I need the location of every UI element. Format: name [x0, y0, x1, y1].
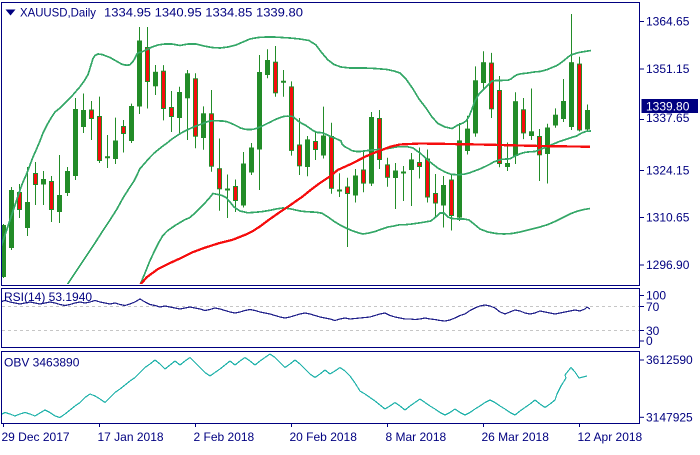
svg-text:29 Dec 2017: 29 Dec 2017: [2, 430, 70, 444]
svg-text:2 Feb 2018: 2 Feb 2018: [194, 430, 255, 444]
svg-text:1310.65: 1310.65: [646, 211, 690, 225]
svg-text:RSI(14) 53.1940: RSI(14) 53.1940: [4, 290, 92, 304]
svg-text:1334.95 1340.95 1334.85 1339.8: 1334.95 1340.95 1334.85 1339.80: [104, 6, 303, 20]
svg-text:17 Jan 2018: 17 Jan 2018: [98, 430, 164, 444]
svg-text:1364.65: 1364.65: [646, 15, 690, 29]
svg-text:1324.15: 1324.15: [646, 164, 690, 178]
svg-text:26 Mar 2018: 26 Mar 2018: [482, 430, 550, 444]
svg-text:1351.15: 1351.15: [646, 62, 690, 76]
svg-text:8 Mar 2018: 8 Mar 2018: [386, 430, 447, 444]
svg-text:OBV 3463890: OBV 3463890: [4, 356, 80, 370]
svg-text:1337.65: 1337.65: [646, 111, 690, 125]
svg-text:XAUUSD,Daily: XAUUSD,Daily: [20, 6, 96, 20]
svg-text:12 Apr 2018: 12 Apr 2018: [578, 430, 643, 444]
svg-text:1296.90: 1296.90: [646, 258, 690, 272]
svg-text:0: 0: [646, 334, 653, 348]
svg-text:30: 30: [646, 324, 660, 338]
svg-text:3147925: 3147925: [646, 410, 693, 424]
svg-text:70: 70: [646, 300, 660, 314]
svg-text:1339.80: 1339.80: [646, 100, 690, 114]
svg-text:20 Feb 2018: 20 Feb 2018: [290, 430, 358, 444]
svg-text:3612590: 3612590: [646, 353, 693, 367]
svg-text:100: 100: [646, 289, 666, 303]
